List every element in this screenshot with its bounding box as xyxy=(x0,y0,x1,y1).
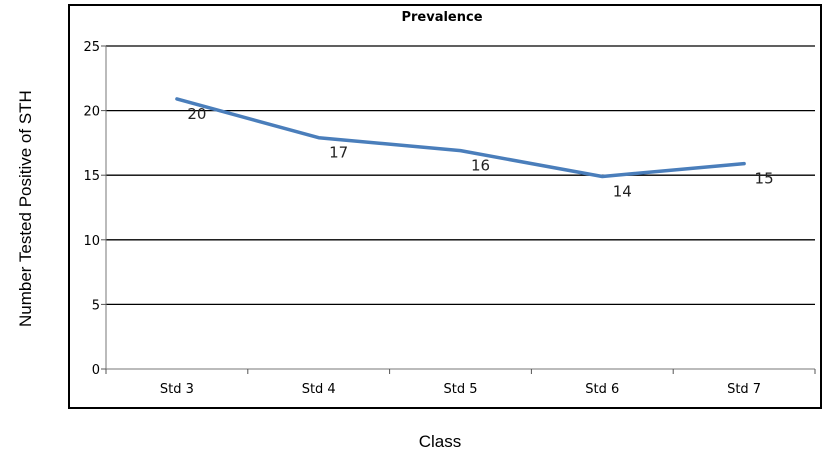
data-label: 17 xyxy=(329,144,348,162)
y-tick-label: 15 xyxy=(83,169,100,184)
y-axis-label: Number Tested Positive of STH xyxy=(16,90,35,327)
y-tick-label: 10 xyxy=(83,234,100,249)
data-labels: 20 17 16 14 15 xyxy=(187,105,773,201)
data-label: 20 xyxy=(187,105,206,123)
x-tick-label: Std 7 xyxy=(727,382,761,397)
y-axis-ticks: 0 5 10 15 20 25 xyxy=(83,40,106,378)
x-tick-label: Std 5 xyxy=(443,382,477,397)
x-axis-label: Class xyxy=(418,432,462,451)
data-label: 14 xyxy=(613,182,632,200)
series-layer xyxy=(175,97,746,179)
data-label: 16 xyxy=(471,157,490,175)
data-label: 15 xyxy=(755,170,774,188)
y-tick-label: 20 xyxy=(83,105,100,120)
chart-frame xyxy=(68,4,822,409)
y-tick-label: 0 xyxy=(92,363,100,378)
x-tick-label: Std 4 xyxy=(302,382,336,397)
y-tick-label: 5 xyxy=(92,298,100,313)
x-tick-label: Std 6 xyxy=(585,382,619,397)
chart-title: Prevalence xyxy=(401,10,482,25)
y-tick-label: 25 xyxy=(83,40,100,55)
x-axis-ticks: Std 3 Std 4 Std 5 Std 6 Std 7 xyxy=(105,369,816,397)
x-tick-label: Std 3 xyxy=(160,382,194,397)
